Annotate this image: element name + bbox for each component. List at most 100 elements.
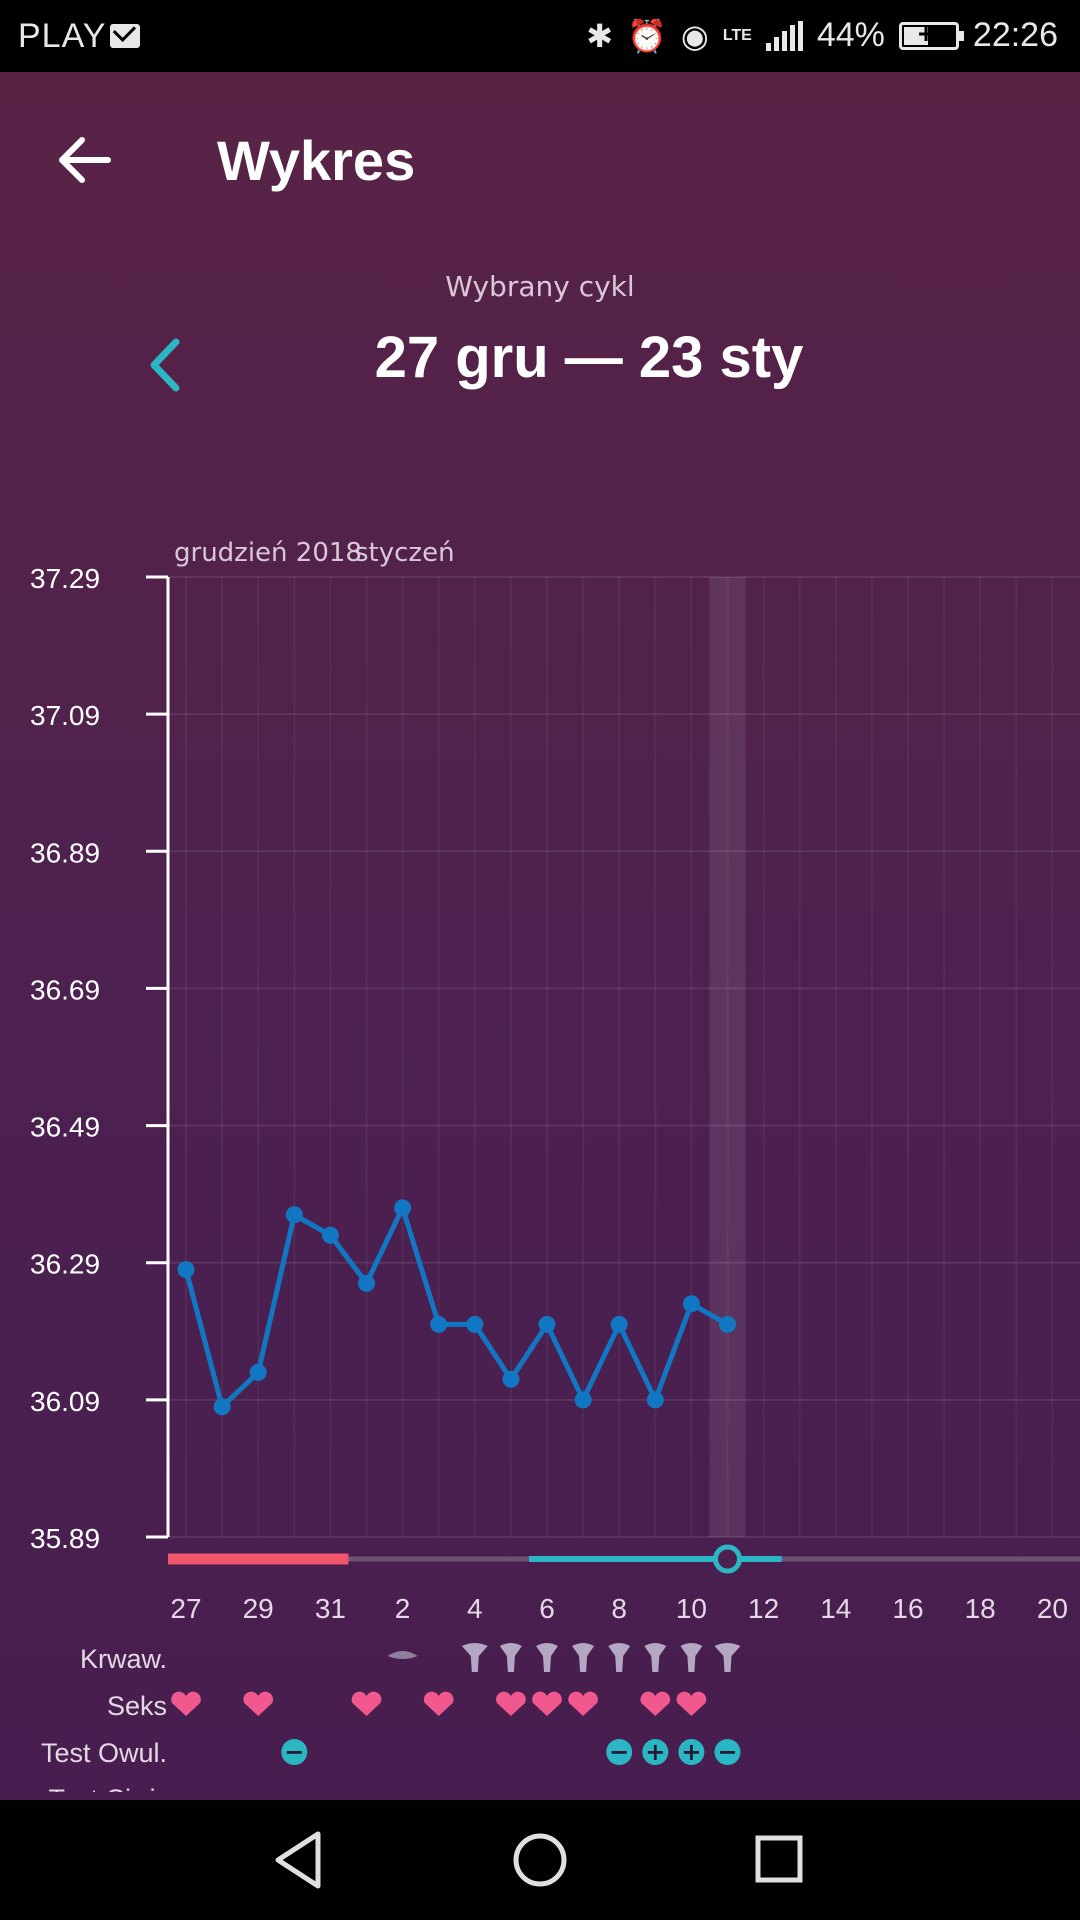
temperature-point	[394, 1199, 412, 1217]
temperature-point	[430, 1315, 448, 1333]
selected-day-marker	[713, 1544, 742, 1574]
y-tick-label: 37.09	[30, 700, 100, 731]
mail-icon	[110, 24, 140, 48]
ovulation-test-mark: +	[645, 1738, 665, 1766]
x-tick-label: 6	[539, 1593, 555, 1624]
y-tick-label: 37.29	[30, 563, 100, 594]
row-label: Test Owul.	[41, 1738, 167, 1768]
blood-drop-icon	[608, 1643, 631, 1672]
heart-icon	[496, 1691, 526, 1716]
app-screen: Wykres Wybrany cykl 27 gru — 23 sty 37.2…	[0, 72, 1080, 1800]
y-tick-label: 36.09	[30, 1386, 100, 1417]
y-tick-label: 36.89	[30, 837, 100, 868]
x-tick-label: 29	[243, 1593, 274, 1624]
month-label: styczeń	[355, 538, 455, 568]
nav-home-button[interactable]	[513, 1833, 567, 1887]
temperature-point	[610, 1315, 628, 1333]
x-tick-label: 2	[395, 1593, 411, 1624]
heart-icon	[423, 1691, 454, 1716]
temperature-point	[502, 1370, 520, 1388]
heart-icon	[532, 1691, 562, 1716]
temperature-point	[213, 1398, 231, 1416]
x-tick-label: 31	[315, 1593, 346, 1624]
temperature-point	[574, 1391, 592, 1409]
heart-icon	[676, 1691, 707, 1716]
heart-icon	[640, 1691, 671, 1716]
temperature-point	[285, 1206, 303, 1224]
clock: 22:26	[972, 16, 1058, 54]
temperature-point	[719, 1315, 736, 1333]
x-tick-label: 20	[1037, 1593, 1068, 1624]
nav-back-button[interactable]	[275, 1831, 321, 1889]
chevron-left-icon	[150, 338, 180, 392]
ovulation-test-mark: −	[717, 1738, 737, 1766]
y-tick-label: 36.49	[30, 1112, 100, 1143]
triangle-back-icon	[275, 1831, 321, 1889]
y-tick-label: 36.29	[30, 1249, 100, 1280]
ovulation-test-mark: −	[609, 1738, 629, 1766]
circle-home-icon	[513, 1833, 567, 1887]
temperature-line	[183, 1205, 729, 1410]
eye-icon: ◉	[680, 17, 709, 54]
heart-icon	[243, 1691, 274, 1716]
temperature-point	[321, 1226, 339, 1244]
carrier-label: PLAY	[18, 17, 107, 55]
x-tick-label: 18	[965, 1593, 996, 1624]
x-tick-label: 10	[676, 1593, 707, 1624]
ovulation-test-mark: +	[681, 1738, 701, 1766]
y-tick-label: 36.69	[30, 974, 100, 1005]
bluetooth-icon: ✱	[586, 17, 614, 54]
heart-icon	[351, 1691, 382, 1716]
navigation-bar	[0, 1800, 1080, 1920]
ovulation-test-icon	[642, 1739, 669, 1765]
heart-icon	[568, 1691, 598, 1716]
temperature-chart[interactable]: 37.29 37.09 36.89 36.69 36.49 36.29 36.09 35.89…	[0, 452, 1080, 1792]
cycle-range: 27 gru — 23 sty	[374, 325, 804, 390]
ovulation-test-mark: −	[284, 1738, 304, 1766]
month-label: grudzień 2018	[174, 538, 362, 568]
x-tick-label: 12	[748, 1593, 779, 1624]
temperature-point	[538, 1315, 556, 1333]
temperature-point	[358, 1274, 375, 1292]
row-label: Seks	[107, 1691, 167, 1721]
x-tick-label: 14	[820, 1593, 851, 1624]
battery-charging-icon: +	[898, 18, 964, 50]
network-type: LTE	[722, 26, 752, 44]
x-tick-label: 16	[892, 1593, 923, 1624]
blood-drop-icon	[461, 1643, 488, 1672]
y-tick-label: 35.89	[30, 1523, 100, 1554]
ovulation-test-icon	[678, 1739, 705, 1765]
blood-drop-icon	[387, 1651, 418, 1659]
page-title: Wykres	[217, 129, 416, 192]
nav-recents-button[interactable]	[755, 1835, 803, 1883]
square-recents-icon	[755, 1835, 803, 1883]
blood-drop-icon	[644, 1643, 667, 1672]
x-tick-label: 4	[467, 1593, 483, 1624]
blood-drop-icon	[680, 1643, 703, 1672]
alarm-icon: ⏰	[627, 17, 667, 54]
x-tick-label: 8	[611, 1593, 627, 1624]
ovulation-test-icon	[281, 1739, 308, 1765]
cycle-caption: Wybrany cykl	[445, 270, 635, 303]
ovulation-test-icon	[714, 1739, 741, 1765]
temperature-point	[646, 1391, 664, 1409]
ovulation-test-icon	[606, 1739, 633, 1765]
back-button[interactable]	[52, 128, 116, 192]
temperature-point	[177, 1261, 195, 1279]
blood-drop-icon	[499, 1643, 522, 1672]
blood-drop-icon	[572, 1643, 595, 1672]
prev-cycle-button[interactable]	[140, 330, 190, 400]
temperature-point	[249, 1363, 267, 1381]
status-icons: ✱ ⏰ ◉ LTE 44% + 22:26	[586, 16, 1058, 55]
selected-day-highlight	[709, 577, 746, 1537]
row-label: Test Ciąż.	[48, 1784, 167, 1792]
battery-percent: 44%	[816, 16, 885, 54]
x-tick-label: 27	[170, 1593, 201, 1624]
signal-icon	[765, 20, 803, 51]
row-label: Krwaw.	[80, 1644, 167, 1674]
status-bar: PLAY ✱ ⏰ ◉ LTE 44% + 22:26	[0, 0, 1080, 72]
temperature-point	[466, 1315, 484, 1333]
temperature-point	[682, 1295, 700, 1313]
heart-icon	[171, 1691, 201, 1716]
blood-drop-icon	[714, 1643, 741, 1672]
